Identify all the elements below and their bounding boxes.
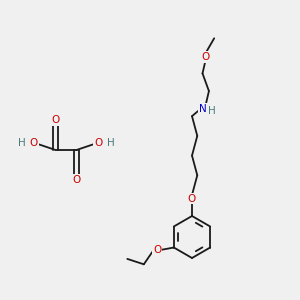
Text: O: O — [29, 138, 38, 148]
Text: O: O — [72, 175, 81, 185]
Text: N: N — [199, 104, 206, 114]
Text: H: H — [208, 106, 216, 116]
Text: O: O — [51, 115, 60, 125]
Text: O: O — [94, 138, 103, 148]
Text: O: O — [188, 194, 196, 204]
Text: H: H — [18, 138, 26, 148]
Text: O: O — [153, 245, 161, 255]
Text: O: O — [201, 52, 210, 62]
Text: H: H — [106, 138, 114, 148]
